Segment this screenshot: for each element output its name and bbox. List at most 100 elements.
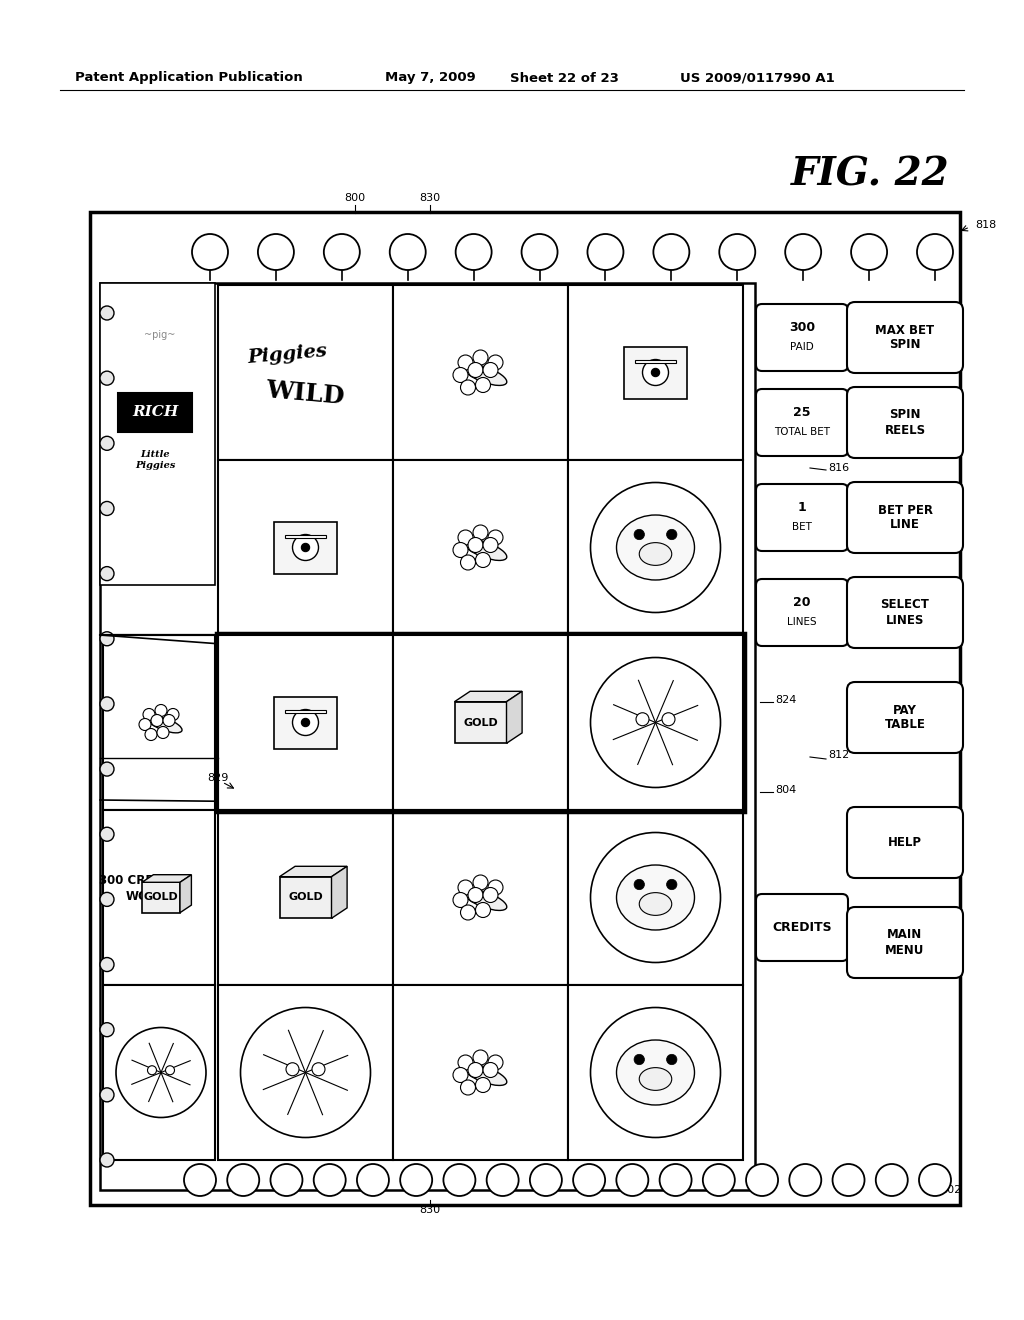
Text: 25: 25 bbox=[794, 407, 811, 420]
Circle shape bbox=[634, 529, 644, 540]
Circle shape bbox=[468, 887, 483, 903]
Circle shape bbox=[100, 632, 114, 645]
Circle shape bbox=[616, 1164, 648, 1196]
Bar bbox=[393, 285, 568, 459]
FancyBboxPatch shape bbox=[847, 387, 963, 458]
Circle shape bbox=[453, 543, 468, 557]
Bar bbox=[142, 882, 180, 912]
FancyBboxPatch shape bbox=[756, 484, 848, 550]
FancyBboxPatch shape bbox=[118, 393, 193, 432]
Circle shape bbox=[719, 234, 756, 271]
Circle shape bbox=[591, 657, 721, 788]
Ellipse shape bbox=[464, 1064, 507, 1085]
Polygon shape bbox=[455, 692, 522, 702]
Text: CREDITS: CREDITS bbox=[772, 921, 831, 935]
Circle shape bbox=[100, 957, 114, 972]
Text: 20: 20 bbox=[794, 597, 811, 609]
Circle shape bbox=[475, 378, 490, 392]
Circle shape bbox=[475, 903, 490, 917]
Text: 830: 830 bbox=[420, 1205, 440, 1214]
Bar bbox=[285, 535, 327, 539]
Circle shape bbox=[100, 371, 114, 385]
Text: 829: 829 bbox=[207, 774, 228, 783]
Circle shape bbox=[488, 355, 503, 370]
Bar bbox=[103, 810, 215, 985]
Circle shape bbox=[461, 1080, 475, 1096]
Circle shape bbox=[163, 714, 175, 726]
Ellipse shape bbox=[147, 717, 182, 733]
Text: 300 CREDITS: 300 CREDITS bbox=[99, 874, 184, 887]
Circle shape bbox=[918, 234, 953, 271]
Circle shape bbox=[301, 544, 309, 552]
Bar bbox=[393, 635, 568, 810]
Circle shape bbox=[483, 1063, 498, 1077]
Circle shape bbox=[100, 1088, 114, 1102]
Circle shape bbox=[461, 554, 475, 570]
Circle shape bbox=[458, 880, 473, 895]
FancyBboxPatch shape bbox=[847, 482, 963, 553]
Bar bbox=[455, 702, 507, 743]
Circle shape bbox=[458, 1055, 473, 1071]
Circle shape bbox=[241, 1007, 371, 1138]
Text: MAX BET
SPIN: MAX BET SPIN bbox=[876, 323, 935, 351]
Circle shape bbox=[456, 234, 492, 271]
FancyBboxPatch shape bbox=[847, 302, 963, 374]
Circle shape bbox=[458, 355, 473, 370]
Text: 1: 1 bbox=[798, 502, 806, 513]
Text: 816: 816 bbox=[828, 463, 849, 473]
Bar bbox=[568, 810, 743, 985]
Text: 804: 804 bbox=[775, 785, 797, 795]
Text: PAY
TABLE: PAY TABLE bbox=[885, 704, 926, 731]
Text: May 7, 2009: May 7, 2009 bbox=[385, 71, 476, 84]
Text: GOLD: GOLD bbox=[143, 892, 178, 903]
Circle shape bbox=[919, 1164, 951, 1196]
Bar bbox=[635, 359, 676, 363]
Bar bbox=[105, 635, 218, 810]
Text: 814: 814 bbox=[828, 484, 849, 495]
FancyBboxPatch shape bbox=[756, 579, 848, 645]
Circle shape bbox=[591, 833, 721, 962]
Bar bbox=[625, 346, 687, 399]
Circle shape bbox=[293, 535, 318, 561]
Text: MAIN
MENU: MAIN MENU bbox=[886, 928, 925, 957]
Polygon shape bbox=[180, 875, 191, 912]
Text: WILD: WILD bbox=[265, 378, 346, 409]
Text: 812: 812 bbox=[828, 750, 849, 760]
Circle shape bbox=[521, 234, 557, 271]
Circle shape bbox=[100, 1152, 114, 1167]
Bar bbox=[393, 810, 568, 985]
Ellipse shape bbox=[639, 1068, 672, 1090]
Circle shape bbox=[312, 1063, 325, 1076]
Circle shape bbox=[483, 537, 498, 553]
Circle shape bbox=[357, 1164, 389, 1196]
Bar bbox=[103, 985, 215, 1160]
Circle shape bbox=[400, 1164, 432, 1196]
Circle shape bbox=[100, 697, 114, 711]
Text: GOLD: GOLD bbox=[463, 718, 498, 727]
Text: Piggies: Piggies bbox=[248, 343, 329, 367]
Circle shape bbox=[851, 234, 887, 271]
FancyBboxPatch shape bbox=[756, 389, 848, 455]
Bar bbox=[274, 697, 337, 748]
Circle shape bbox=[167, 709, 179, 721]
Bar bbox=[568, 285, 743, 459]
Circle shape bbox=[667, 529, 677, 540]
Polygon shape bbox=[507, 692, 522, 743]
Ellipse shape bbox=[616, 515, 694, 579]
Circle shape bbox=[667, 879, 677, 890]
Circle shape bbox=[147, 1065, 157, 1074]
Text: 300: 300 bbox=[788, 321, 815, 334]
Text: SELECT
LINES: SELECT LINES bbox=[881, 598, 930, 627]
Bar bbox=[218, 285, 393, 459]
Bar bbox=[218, 459, 393, 635]
Text: 818: 818 bbox=[975, 220, 996, 230]
Circle shape bbox=[145, 729, 157, 741]
Circle shape bbox=[591, 1007, 721, 1138]
Text: ~pig~: ~pig~ bbox=[144, 330, 176, 341]
Text: SPIN
REELS: SPIN REELS bbox=[885, 408, 926, 437]
Circle shape bbox=[116, 1027, 206, 1118]
Circle shape bbox=[468, 1063, 483, 1077]
Circle shape bbox=[139, 718, 151, 730]
Bar bbox=[568, 635, 743, 810]
Circle shape bbox=[473, 350, 488, 366]
